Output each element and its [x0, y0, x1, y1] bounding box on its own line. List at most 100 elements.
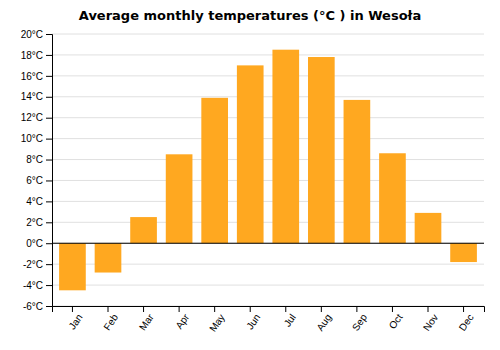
tick-label: 4°C [26, 196, 43, 207]
tick-label: Jun [244, 312, 262, 332]
grid-line [52, 96, 484, 97]
tick-label: 20°C [21, 29, 43, 40]
tick-label: Apr [173, 311, 191, 331]
tick: 12°C [21, 112, 52, 123]
tick: 2°C [26, 217, 52, 228]
tick-label: 10°C [21, 133, 43, 144]
tick-label: Oct [387, 312, 405, 331]
grid-line [52, 201, 484, 202]
tick-mark [46, 243, 52, 244]
tick-label: -4°C [23, 280, 43, 291]
tick-mark [108, 306, 109, 312]
y-axis: -6°C -4°C -2°C 0°C 2°C 4°C 6°C 8°C 10°C 12°C 14°C 1… [21, 29, 53, 312]
tick-mark [179, 306, 180, 312]
tick: Sep [350, 306, 369, 333]
tick-mark [46, 34, 52, 35]
tick-mark [46, 180, 52, 181]
tick-label: -6°C [23, 301, 43, 312]
tick-mark [46, 306, 52, 307]
tick-label: 18°C [21, 50, 43, 61]
tick: 20°C [21, 29, 52, 40]
tick-mark [46, 97, 52, 98]
bar [415, 213, 442, 243]
tick: Feb [101, 306, 120, 332]
bar [166, 154, 193, 243]
tick-mark [463, 306, 464, 312]
tick-label: 6°C [26, 175, 43, 186]
tick-label: 12°C [21, 112, 43, 123]
tick: Nov [421, 306, 440, 333]
bar [237, 65, 264, 243]
tick: Dec [457, 306, 476, 333]
tick-mark [428, 306, 429, 312]
bars [52, 50, 484, 291]
tick: Jan [66, 306, 84, 331]
bar [308, 57, 335, 243]
bar [130, 217, 157, 243]
tick: May [207, 306, 227, 334]
tick-label: Feb [101, 312, 120, 333]
zero-line [52, 243, 484, 244]
tick: 10°C [21, 133, 52, 144]
tick-label: Nov [421, 312, 440, 333]
bar [201, 98, 228, 243]
tick-label: Mar [137, 311, 156, 332]
grid-line [52, 243, 484, 244]
grid-line [52, 285, 484, 286]
chart: Average monthly temperatures (°C ) in We… [0, 0, 500, 350]
grid-line [52, 180, 484, 181]
tick-mark [250, 306, 251, 312]
bar [59, 243, 86, 290]
grid [52, 34, 484, 306]
grid-line [52, 138, 484, 139]
tick-mark [46, 264, 52, 265]
tick: Aug [314, 306, 333, 333]
tick-label: Dec [457, 312, 476, 333]
tick-mark [143, 306, 144, 312]
tick-mark [321, 306, 322, 312]
tick: 18°C [21, 50, 52, 61]
tick-mark [46, 139, 52, 140]
tick-mark [46, 55, 52, 56]
bar [450, 243, 477, 262]
tick-label: 2°C [26, 217, 43, 228]
tick: Jul [282, 306, 298, 329]
tick-mark [392, 306, 393, 312]
tick-mark [356, 306, 357, 312]
title: Average monthly temperatures (°C ) in We… [79, 8, 421, 23]
tick: Jun [244, 306, 262, 331]
bar [379, 153, 406, 243]
tick-mark [46, 76, 52, 77]
tick: Apr [173, 306, 191, 331]
grid-line [52, 117, 484, 118]
tick-label: Aug [314, 312, 333, 333]
tick: -4°C [23, 280, 52, 291]
tick: -2°C [23, 259, 52, 270]
tick-label: Jul [282, 312, 298, 329]
tick: 6°C [26, 175, 52, 186]
grid-line [52, 159, 484, 160]
tick: -6°C [23, 301, 52, 312]
tick-label: -2°C [23, 259, 43, 270]
tick-label: 8°C [26, 154, 43, 165]
bar [95, 243, 122, 272]
axis-line [46, 35, 53, 307]
tick-mark [46, 285, 52, 286]
tick: 8°C [26, 154, 52, 165]
tick-label: Sep [350, 312, 369, 333]
tick-label: 14°C [21, 91, 43, 102]
tick-label: 16°C [21, 71, 43, 82]
tick-label: May [207, 312, 227, 334]
tick-mark [72, 306, 73, 312]
tick: 4°C [26, 196, 52, 207]
plot: -6°C -4°C -2°C 0°C 2°C 4°C 6°C 8°C 10°C 12°C 14°C 1… [21, 29, 485, 334]
tick: 16°C [21, 71, 52, 82]
tick-label: 0°C [26, 238, 43, 249]
tick-mark [46, 118, 52, 119]
bar [344, 100, 371, 243]
tick-mark [46, 222, 52, 223]
grid-line [52, 54, 484, 55]
tick-mark [214, 306, 215, 312]
axis-line [53, 307, 485, 313]
tick: 0°C [26, 238, 52, 249]
